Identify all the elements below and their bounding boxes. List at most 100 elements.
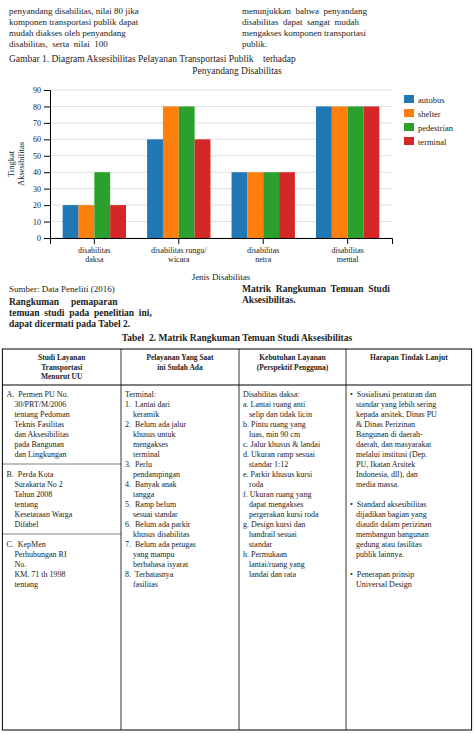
table-rule xyxy=(2,534,121,535)
text-line: 4. Banyak anak xyxy=(125,480,177,489)
text-line: 5. Ramp belum xyxy=(125,500,177,509)
source-note: Sumber: Data Peneliti (2016) xyxy=(9,284,115,294)
text-line: pada Bangunan xyxy=(6,440,64,449)
text-line: g. Design kursi dan xyxy=(243,520,305,529)
text-line: khusus disabilitas xyxy=(125,530,190,539)
text-line: C. KepMen xyxy=(6,540,45,549)
tick: 90 xyxy=(33,86,50,95)
table-title: Tabel 2. Matrik Rangkuman Temuan Studi A… xyxy=(122,333,353,343)
table-cell: Terminal:1. Lantai dari keramik2. Belum … xyxy=(125,390,196,589)
body-text: Rangkuman pemaparan xyxy=(9,297,118,307)
text-line: Aksesibilitas xyxy=(16,142,26,186)
axis-line xyxy=(51,239,393,245)
tick: 20 xyxy=(33,201,50,210)
text-line: tentang xyxy=(6,500,38,509)
tick-mark xyxy=(44,222,50,223)
bar xyxy=(163,106,179,238)
tick-label: 10 xyxy=(33,218,41,227)
tick-mark xyxy=(44,90,50,91)
table: Studi LayananTransportasiMenurut UUPelay… xyxy=(2,349,471,730)
text-line: a. Lantai ruang anti xyxy=(243,400,306,409)
table-rule xyxy=(2,464,121,465)
text-line: lantai/ruang yang xyxy=(243,560,305,569)
text-line: f. Ukuran ruang yang xyxy=(243,490,311,499)
text-line: e. Parkir khusus kursi xyxy=(243,470,313,479)
legend-swatch xyxy=(404,123,414,131)
tick-mark xyxy=(178,238,179,244)
text-line: Terminal: xyxy=(125,390,156,399)
text-line: wicara xyxy=(168,255,190,264)
text-line: dijadikan bagian yang xyxy=(350,510,427,519)
tick: 50 xyxy=(33,152,50,161)
table-rule xyxy=(121,349,122,730)
text-line: melalui institusi (Dep. xyxy=(350,450,427,459)
tick-mark xyxy=(44,123,50,124)
table-header: Kebutuhan Layanan(Perspektif Pengguna) xyxy=(257,353,329,372)
text-line: & Dinas Perizinan xyxy=(350,420,415,429)
chart-title: Gambar 1. Diagram Aksesibilitas Pelayana… xyxy=(9,54,296,76)
text-line: d. Ukuran ramp sesuai xyxy=(243,450,316,459)
text-line: B. Perda Kota xyxy=(6,470,54,479)
tick-label: disabilitasnetra xyxy=(247,246,279,264)
text-line: terminal xyxy=(125,450,160,459)
text-line: luas, min 90 cm xyxy=(243,430,301,439)
tick-label: disabilitasmental xyxy=(331,246,363,264)
text-line: Tahun 2008 xyxy=(6,490,52,499)
text-line: netra xyxy=(255,255,271,264)
x-axis-title: Jenis Disabilitas xyxy=(192,272,251,282)
text-line: KM. 71 th 1998 xyxy=(6,570,65,579)
legend: autobusshelterpedestrianterminal xyxy=(404,95,454,147)
tick-mark xyxy=(44,106,50,107)
text-line: Bangunan di daerah- xyxy=(350,430,423,439)
text-line: 30/PRT/M/2006 xyxy=(6,400,66,409)
bar xyxy=(110,205,126,238)
legend-item: shelter xyxy=(404,109,441,119)
text-line: disabilitas xyxy=(247,246,279,255)
text-line: 2. Belum ada jalur xyxy=(125,420,186,429)
text-line: Kebutuhan Layanan xyxy=(259,353,326,362)
tick-mark xyxy=(44,189,50,190)
text-line: publik lainnya. xyxy=(350,550,404,559)
tick: 70 xyxy=(33,119,50,128)
legend-swatch xyxy=(404,109,414,117)
tick-label: 40 xyxy=(33,168,41,177)
text-line: c. Jalur khusus & landai xyxy=(243,440,321,449)
table-header: Pelayanan Yang Saatini Sudah Ada xyxy=(146,353,214,372)
tick: 0 xyxy=(37,234,50,243)
text-line: pendampingan xyxy=(125,470,180,479)
table-cell: Disabilitas daksa:a. Lantai ruang anti s… xyxy=(243,390,321,579)
text-line: Sumber: Data Peneliti (2016) xyxy=(9,284,115,294)
body-text: Matrik Rangkuman Temuan StudiAksesibilit… xyxy=(242,284,390,305)
text-line: disabilitas, serta nilai 100 xyxy=(9,39,108,49)
text-line: 8. Terbatasnya xyxy=(125,570,174,579)
text-line: Aksesibilitas. xyxy=(242,295,296,305)
tick-mark xyxy=(347,238,348,244)
text-line: Surakarta No 2 xyxy=(6,480,62,489)
grid xyxy=(50,90,392,238)
text-line: Matrik Rangkuman Temuan Studi xyxy=(242,284,390,294)
text-line: dan Aksesibilitas xyxy=(6,430,68,439)
text-line: daksa xyxy=(85,255,104,264)
tick-mark xyxy=(44,172,50,173)
text-line: disabilitas xyxy=(78,246,110,255)
text-line: standar xyxy=(243,540,272,549)
tick-mark xyxy=(94,238,95,244)
legend-item: autobus xyxy=(404,95,444,105)
tick-label: disabilitasdaksa xyxy=(78,246,110,264)
text-line: Kesetaraan Warga xyxy=(6,510,72,519)
text-line: No. xyxy=(6,560,26,569)
text-line: 3. Perlu xyxy=(125,460,152,469)
text-line: dapat mengakses xyxy=(243,500,303,509)
tick-label: disabilitas rungu/wicara xyxy=(151,246,207,264)
tick: 10 xyxy=(33,218,50,227)
tick-mark xyxy=(44,238,50,239)
grid-line xyxy=(50,90,392,91)
text-line: tangga xyxy=(125,490,155,499)
legend-label: pedestrian xyxy=(418,123,454,133)
text-line: disabilitas rungu/ xyxy=(151,246,207,255)
bars xyxy=(63,106,380,238)
text-line: Difabel xyxy=(6,520,39,529)
text-line: keramik xyxy=(125,410,159,419)
bar-series xyxy=(94,106,363,238)
bar xyxy=(332,106,348,238)
